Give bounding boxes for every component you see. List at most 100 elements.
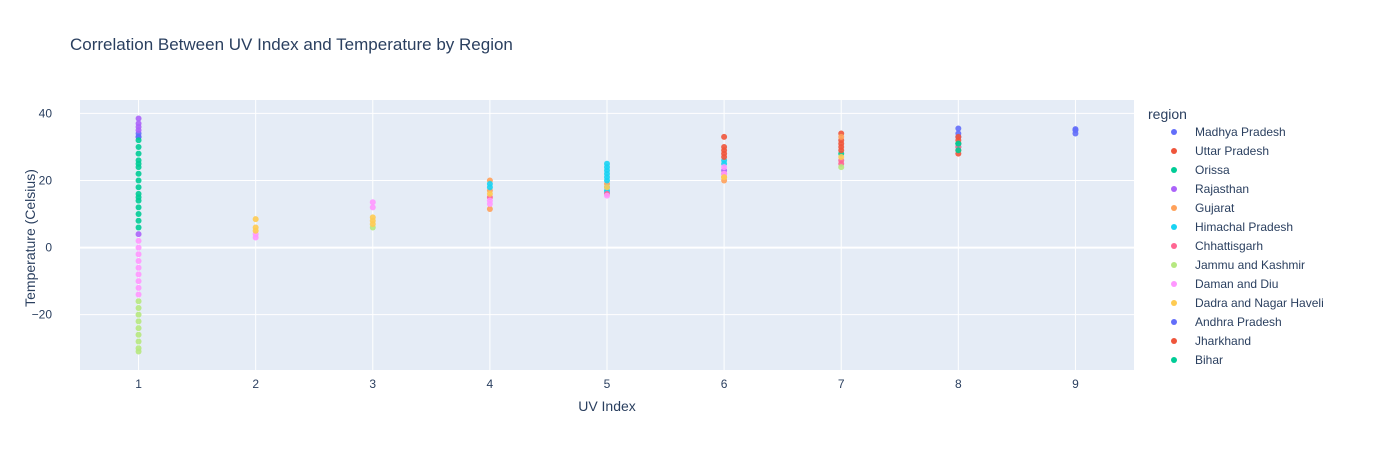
data-point [135, 257, 142, 264]
data-point [135, 331, 142, 338]
data-points [135, 115, 1079, 355]
data-point [838, 140, 845, 147]
data-point [135, 137, 142, 144]
data-point [721, 150, 728, 157]
legend-title: region [1148, 106, 1187, 122]
data-point [135, 184, 142, 191]
legend-marker [1171, 243, 1177, 249]
legend-marker [1171, 186, 1177, 192]
data-point [721, 143, 728, 150]
data-point [135, 318, 142, 325]
data-point [135, 284, 142, 291]
y-tick-label: 0 [45, 241, 52, 255]
x-tick-label: 3 [369, 377, 376, 391]
data-point [135, 251, 142, 258]
data-point [135, 298, 142, 305]
data-point [721, 133, 728, 140]
data-point [252, 216, 259, 223]
data-point [838, 164, 845, 171]
data-point [135, 170, 142, 177]
data-point [486, 197, 493, 204]
y-axis-ticks: −20 0 20 40 [32, 106, 53, 321]
legend-item[interactable]: Himachal Pradesh [1171, 220, 1293, 234]
x-tick-label: 9 [1072, 377, 1079, 391]
data-point [135, 231, 142, 238]
legend-item[interactable]: Jharkhand [1171, 334, 1251, 348]
x-tick-label: 7 [838, 377, 845, 391]
data-point [369, 221, 376, 228]
x-tick-label: 8 [955, 377, 962, 391]
data-point [135, 264, 142, 271]
data-point [135, 197, 142, 204]
series-points [721, 133, 962, 161]
x-axis-title: UV Index [578, 398, 636, 414]
data-point [135, 237, 142, 244]
y-tick-label: 20 [39, 173, 53, 187]
legend-marker [1171, 262, 1177, 268]
x-tick-label: 2 [252, 377, 259, 391]
y-tick-label: 40 [39, 106, 53, 120]
legend-marker [1171, 319, 1177, 325]
legend-marker [1171, 129, 1177, 135]
x-tick-label: 5 [604, 377, 611, 391]
legend-item[interactable]: Jammu and Kashmir [1171, 258, 1305, 272]
data-point [604, 184, 610, 191]
data-point [486, 206, 493, 213]
data-point [135, 338, 142, 345]
data-point [369, 199, 376, 206]
legend-item[interactable]: Chhattisgarh [1171, 239, 1263, 253]
legend-label: Andhra Pradesh [1195, 315, 1282, 329]
legend-item[interactable]: Daman and Diu [1171, 277, 1278, 291]
y-tick-label: −20 [32, 308, 53, 322]
data-point [135, 224, 142, 231]
legend-item[interactable]: Madhya Pradesh [1171, 125, 1286, 139]
legend-marker [1171, 338, 1177, 344]
data-point [135, 150, 142, 157]
legend-item[interactable]: Rajasthan [1171, 182, 1249, 196]
data-point [135, 271, 142, 278]
data-point [369, 204, 376, 211]
data-point [135, 217, 142, 224]
legend-label: Daman and Diu [1195, 277, 1278, 291]
legend-label: Jammu and Kashmir [1195, 258, 1305, 272]
legend[interactable]: Madhya Pradesh Uttar Pradesh Orissa Rajasth… [1171, 125, 1324, 367]
legend-label: Chhattisgarh [1195, 239, 1263, 253]
data-point [604, 177, 610, 184]
data-point [838, 147, 845, 154]
legend-label: Dadra and Nagar Haveli [1195, 296, 1324, 310]
data-point [135, 204, 142, 211]
legend-item[interactable]: Orissa [1171, 163, 1230, 177]
legend-label: Madhya Pradesh [1195, 125, 1286, 139]
legend-label: Bihar [1195, 353, 1223, 367]
legend-label: Jharkhand [1195, 334, 1251, 348]
legend-label: Himachal Pradesh [1195, 220, 1293, 234]
legend-marker [1171, 148, 1177, 154]
legend-marker [1171, 281, 1177, 287]
data-point [135, 304, 142, 311]
data-point [135, 115, 142, 122]
data-point [135, 157, 142, 164]
data-point [838, 133, 845, 140]
data-point [955, 133, 962, 140]
data-point [486, 190, 493, 197]
legend-item[interactable]: Gujarat [1171, 201, 1235, 215]
legend-marker [1171, 300, 1177, 306]
data-point [486, 184, 493, 191]
data-point [955, 140, 962, 147]
data-point [135, 278, 142, 285]
data-point [135, 291, 142, 298]
legend-label: Rajasthan [1195, 182, 1249, 196]
data-point [135, 177, 142, 184]
legend-label: Uttar Pradesh [1195, 144, 1269, 158]
data-point [135, 244, 142, 251]
legend-item[interactable]: Uttar Pradesh [1171, 144, 1269, 158]
legend-label: Orissa [1195, 163, 1230, 177]
data-point [135, 143, 142, 150]
data-point [721, 174, 728, 181]
data-point [135, 164, 142, 171]
legend-item[interactable]: Andhra Pradesh [1171, 315, 1282, 329]
legend-item[interactable]: Dadra and Nagar Haveli [1171, 296, 1324, 310]
legend-item[interactable]: Bihar [1171, 353, 1223, 367]
series-points [135, 137, 962, 231]
